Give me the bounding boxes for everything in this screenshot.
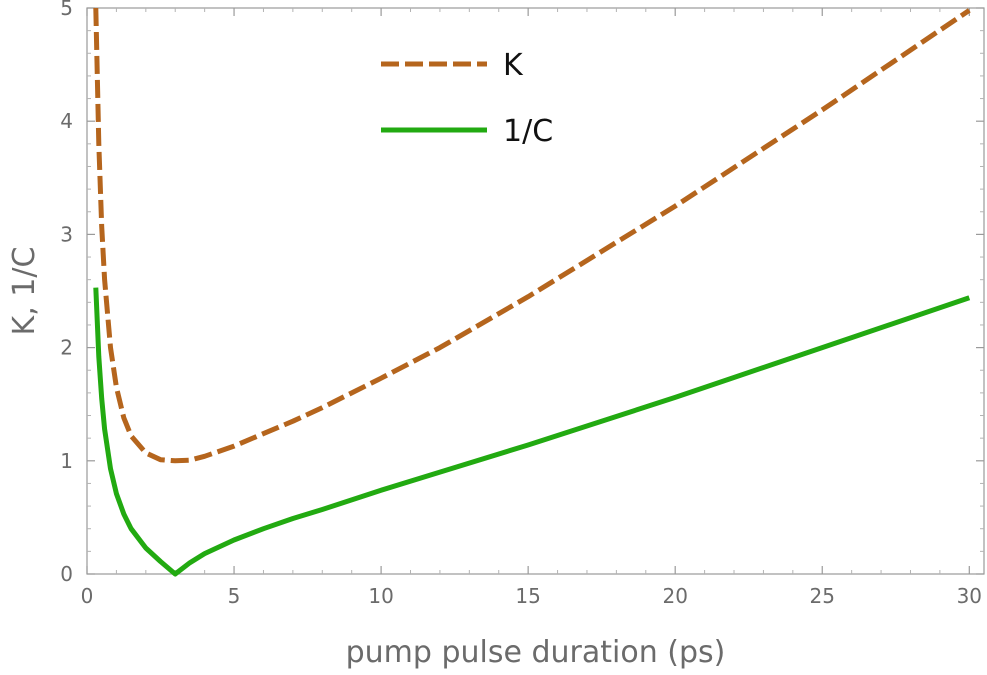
y-tick-label: 2 xyxy=(60,336,73,360)
y-tick-label: 0 xyxy=(60,562,73,586)
plot-frame xyxy=(86,7,985,575)
y-tick-label: 1 xyxy=(60,449,73,473)
x-axis-title: pump pulse duration (ps) xyxy=(346,635,726,670)
legend-label-inv-c: 1/C xyxy=(503,114,553,149)
legend: K 1/C xyxy=(381,48,553,149)
axes xyxy=(86,7,985,575)
x-tick-label: 0 xyxy=(81,584,94,608)
series-line-inv-c xyxy=(93,287,971,577)
x-tick-label: 10 xyxy=(368,584,393,608)
series-line-k xyxy=(93,7,971,464)
x-tick-label: 25 xyxy=(810,584,835,608)
y-tick-label: 5 xyxy=(60,0,73,20)
ticks: 0 5 10 15 20 25 30 0 1 2 3 4 5 xyxy=(60,0,984,608)
x-tick-label: 15 xyxy=(515,584,540,608)
x-tick-label: 30 xyxy=(957,584,982,608)
y-axis-title: K, 1/C xyxy=(7,247,42,336)
x-tick-label: 20 xyxy=(662,584,687,608)
legend-label-k: K xyxy=(503,48,524,83)
y-tick-label: 3 xyxy=(60,222,73,246)
series-lines xyxy=(93,7,971,577)
x-tick-label: 5 xyxy=(228,584,241,608)
y-tick-label: 4 xyxy=(60,109,73,133)
